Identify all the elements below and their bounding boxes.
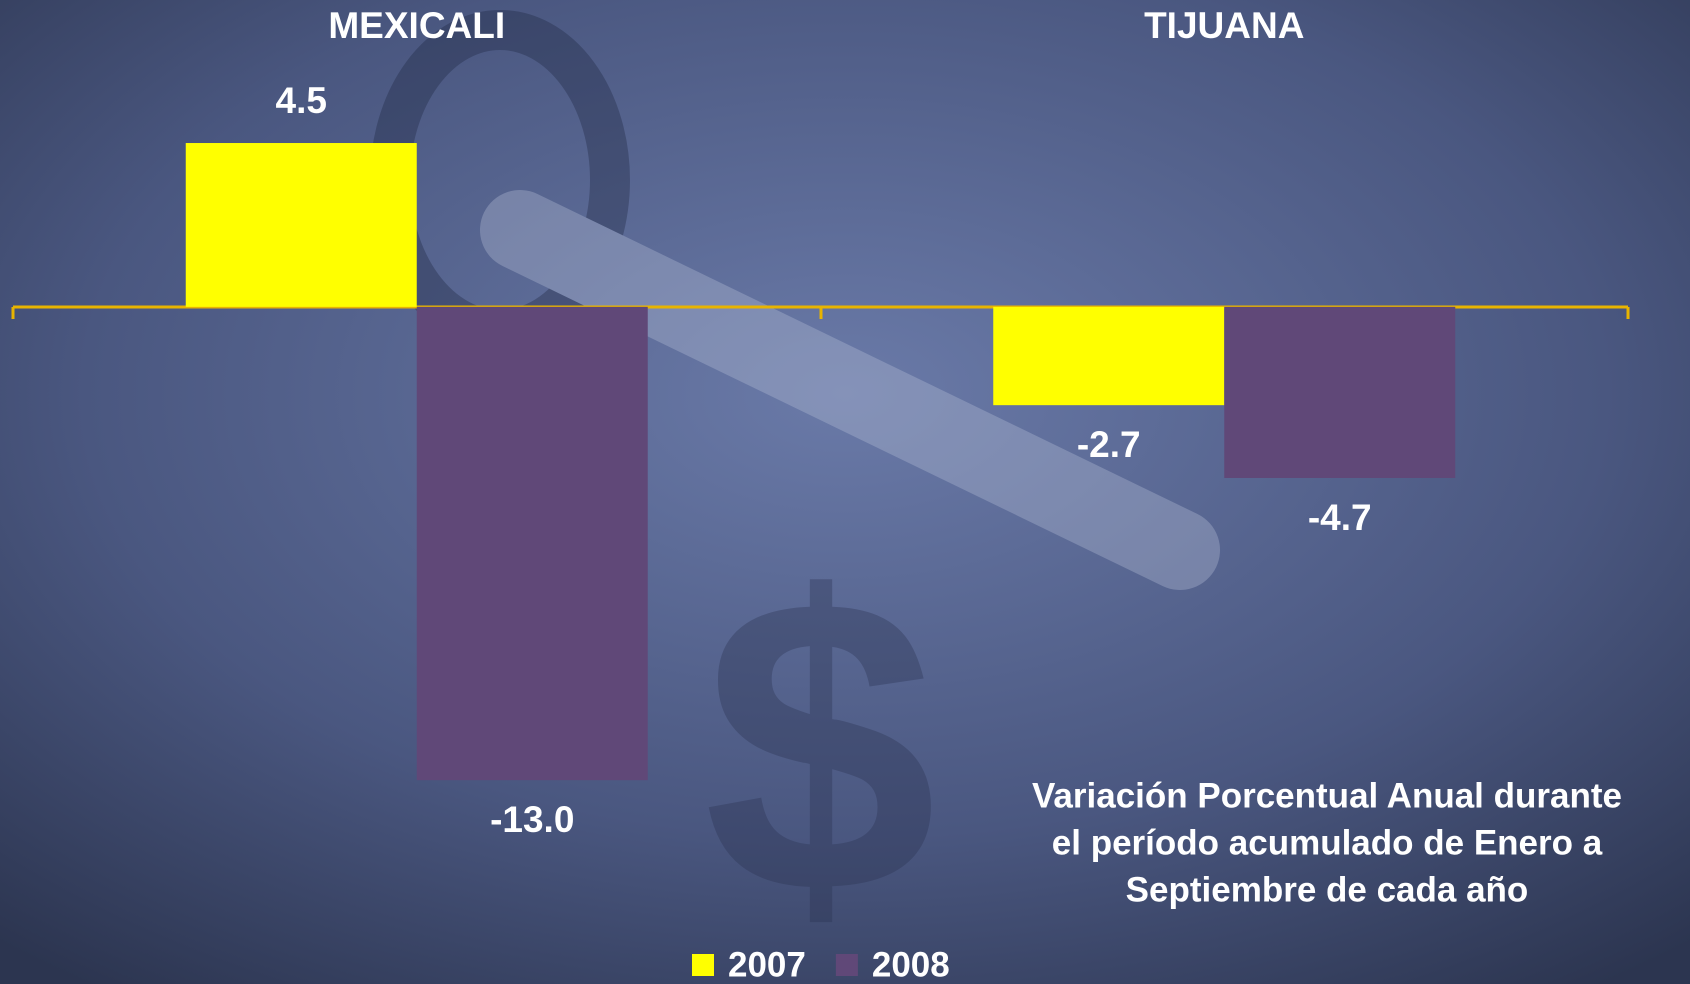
value-label: -13.0 xyxy=(490,799,574,840)
bar xyxy=(417,307,648,780)
annotation-line: Septiembre de cada año xyxy=(1126,870,1529,909)
annotation-line: el período acumulado de Enero a xyxy=(1052,823,1603,862)
value-label: -2.7 xyxy=(1077,424,1141,465)
legend-label: 2007 xyxy=(728,945,806,984)
legend-label: 2008 xyxy=(872,945,950,984)
value-label: 4.5 xyxy=(276,80,327,121)
annotation-line: Variación Porcentual Anual durante xyxy=(1032,776,1622,815)
dollar-sign: $ xyxy=(703,512,937,981)
chart: $ MEXICALI4.5 -13.0 TIJUANA -2.7 -4.7 Variac… xyxy=(0,0,1690,984)
bar xyxy=(993,307,1224,405)
category-label: TIJUANA xyxy=(1144,5,1304,46)
legend-swatch xyxy=(836,954,858,976)
bar xyxy=(1224,307,1455,478)
legend-swatch xyxy=(692,954,714,976)
category-label: MEXICALI xyxy=(328,5,505,46)
page: $ MEXICALI4.5 -13.0 TIJUANA -2.7 -4.7 Variac… xyxy=(0,0,1690,984)
bar xyxy=(186,143,417,307)
value-label: -4.7 xyxy=(1308,497,1372,538)
